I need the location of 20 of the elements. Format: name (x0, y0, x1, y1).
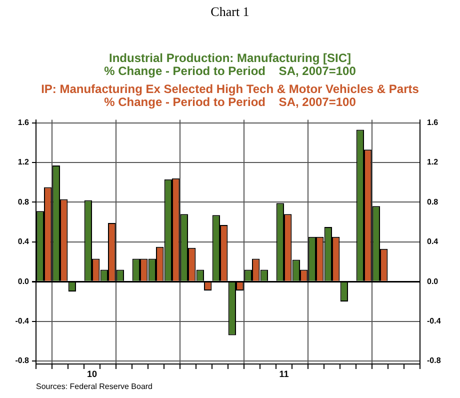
y2-tick-label: 0.8 (427, 197, 439, 206)
text: Industrial Production: Manufacturing [SIC] % Change - Period to Period SA, 2007=100 (103, 51, 357, 78)
y-tick-label: 1.6 (18, 118, 30, 127)
x-tick-label: 11 (279, 368, 289, 379)
y-tick-label: 0.4 (18, 237, 30, 246)
y-tick-label: 0.0 (18, 276, 30, 286)
source-note: Sources: Federal Reserve Board (36, 382, 152, 391)
y-tick-label: 0.8 (18, 197, 30, 206)
y-tick-label: -0.4 (15, 316, 30, 326)
chart-title: Chart 1 (210, 4, 250, 20)
y2-tick-label: -0.4 (427, 316, 442, 326)
y-tick-label: 1.2 (18, 158, 30, 167)
y2-tick-label: 1.2 (427, 158, 439, 167)
x-tick-label: 10 (86, 368, 98, 379)
y-tick-label: -0.8 (15, 356, 30, 366)
y2-tick-label: 0.0 (427, 276, 439, 286)
y2-tick-label: 1.6 (427, 118, 439, 127)
y2-tick-label: 0.4 (427, 237, 439, 246)
y2-tick-label: -0.8 (427, 356, 442, 366)
text: IP: Manufacturing Ex Selected High Tech & Motor Vehicles & Parts % Change - Period to Period SA, 2007=100 (40, 82, 420, 109)
